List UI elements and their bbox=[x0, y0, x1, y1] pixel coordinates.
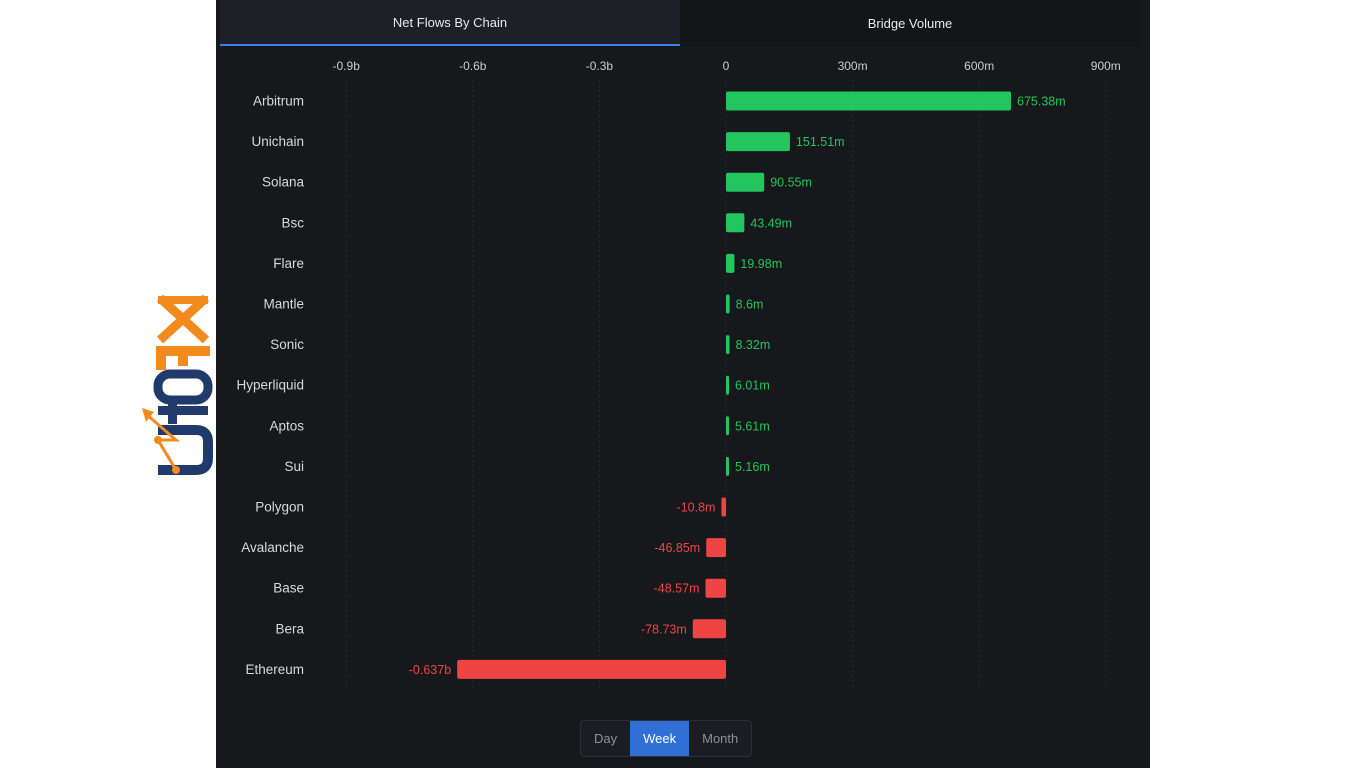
bar bbox=[705, 578, 726, 598]
category-label: Arbitrum bbox=[253, 94, 304, 109]
x-tick-label: 600m bbox=[964, 59, 994, 73]
bar bbox=[726, 253, 735, 273]
category-label: Base bbox=[273, 581, 304, 596]
bar bbox=[726, 294, 730, 314]
bar bbox=[726, 375, 729, 395]
category-label: Aptos bbox=[269, 418, 304, 433]
x-tick-label: -0.6b bbox=[459, 59, 487, 73]
x-tick-label: -0.9b bbox=[333, 59, 361, 73]
data-label: -78.73m bbox=[641, 622, 687, 636]
category-label: Hyperliquid bbox=[236, 378, 304, 393]
data-label: 151.51m bbox=[796, 135, 845, 149]
data-label: 19.98m bbox=[740, 257, 782, 271]
data-label: 5.61m bbox=[735, 419, 770, 433]
logo-f-mark bbox=[156, 346, 210, 370]
data-label: 90.55m bbox=[770, 176, 812, 190]
tab-bridge-volume[interactable]: Bridge Volume bbox=[680, 0, 1140, 46]
logo-o-mark bbox=[153, 369, 213, 405]
period-toggle: Day Week Month bbox=[580, 720, 753, 757]
bar bbox=[726, 172, 765, 192]
net-flows-bar-chart: -0.9b -0.6b -0.3b 0 300m 600m 900m Arbitrum 675.… bbox=[236, 59, 1121, 690]
logo-t-mark bbox=[158, 402, 208, 424]
trend-arrow-icon bbox=[142, 408, 181, 474]
period-week-button[interactable]: Week bbox=[630, 721, 690, 756]
category-label: Bsc bbox=[281, 215, 304, 230]
utofx-logo bbox=[136, 290, 216, 480]
data-label: 5.16m bbox=[735, 460, 770, 474]
data-label: 8.6m bbox=[736, 298, 764, 312]
data-label: -10.8m bbox=[677, 501, 716, 515]
x-tick-label: -0.3b bbox=[586, 59, 614, 73]
x-tick-label: 0 bbox=[723, 59, 730, 73]
bar bbox=[726, 416, 729, 436]
bar bbox=[726, 213, 745, 233]
category-label: Solana bbox=[262, 175, 305, 190]
data-label: -0.637b bbox=[409, 663, 451, 677]
logo-x-mark bbox=[156, 294, 210, 344]
bar bbox=[726, 335, 730, 355]
x-tick-label: 300m bbox=[838, 59, 868, 73]
bar bbox=[726, 456, 729, 476]
tab-bar: Net Flows By Chain Bridge Volume bbox=[220, 0, 1140, 46]
data-label: 8.32m bbox=[736, 338, 771, 352]
data-label: 6.01m bbox=[735, 379, 770, 393]
bar bbox=[726, 91, 1012, 111]
category-label: Polygon bbox=[255, 500, 304, 515]
logo-u-mark bbox=[158, 425, 213, 475]
data-label: 43.49m bbox=[750, 216, 792, 230]
data-label: 675.38m bbox=[1017, 95, 1066, 109]
period-month-button[interactable]: Month bbox=[702, 731, 739, 746]
category-label: Avalanche bbox=[241, 540, 304, 555]
data-label: -46.85m bbox=[654, 541, 700, 555]
category-label: Flare bbox=[273, 256, 304, 271]
x-tick-label: 900m bbox=[1091, 59, 1121, 73]
bar bbox=[457, 659, 726, 679]
category-label: Sui bbox=[284, 459, 304, 474]
category-label: Sonic bbox=[270, 337, 304, 352]
bar bbox=[726, 132, 790, 152]
bar bbox=[721, 497, 726, 517]
category-label: Ethereum bbox=[245, 662, 304, 677]
net-flows-panel: Net Flows By Chain Bridge Volume -0.9b -0… bbox=[216, 0, 1150, 768]
category-label: Mantle bbox=[263, 297, 304, 312]
category-label: Bera bbox=[275, 621, 304, 636]
data-label: -48.57m bbox=[654, 582, 700, 596]
category-label: Unichain bbox=[251, 134, 304, 149]
tab-net-flows[interactable]: Net Flows By Chain bbox=[220, 0, 680, 46]
period-day-button[interactable]: Day bbox=[594, 731, 618, 746]
bar bbox=[692, 619, 726, 639]
bar bbox=[706, 538, 726, 558]
